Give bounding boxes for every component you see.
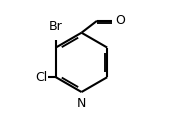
Text: O: O [115, 14, 125, 27]
Text: Cl: Cl [35, 71, 47, 84]
Text: Br: Br [49, 20, 63, 33]
Text: N: N [77, 97, 86, 110]
